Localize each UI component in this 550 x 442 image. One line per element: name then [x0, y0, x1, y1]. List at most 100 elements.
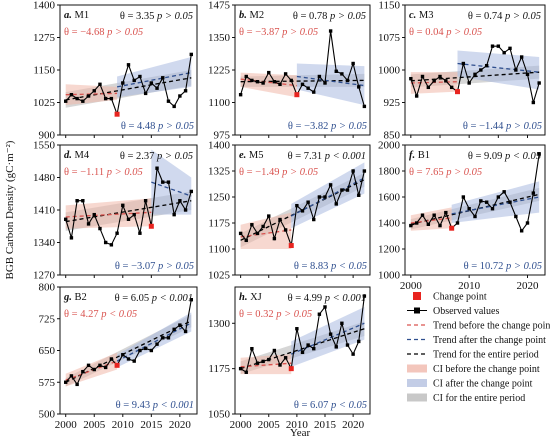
- observed-point: [508, 46, 512, 51]
- ci-after-band: [457, 50, 540, 90]
- observed-point: [121, 353, 125, 357]
- trend-after-line: [116, 71, 192, 88]
- stat-before: θ = −1.11 p > 0.05: [64, 167, 143, 178]
- stat-entire: θ = 3.35 p > 0.05: [120, 11, 193, 22]
- stat-before: θ = −3.87 p > 0.05: [239, 27, 318, 38]
- observed-point: [438, 223, 442, 228]
- stat-after: θ = 8.83 p < 0.05: [294, 261, 367, 272]
- observed-point: [278, 363, 282, 367]
- y-tick-label: 900: [39, 130, 56, 142]
- y-tick-label: 1225: [208, 65, 231, 77]
- observed-point: [172, 327, 176, 332]
- observed-point: [502, 50, 506, 55]
- observed-point: [138, 74, 142, 79]
- y-tick-label: 1200: [378, 244, 401, 256]
- observed-point: [449, 85, 454, 90]
- ci-before-band: [240, 354, 292, 375]
- stat-entire: θ = 6.05 p < 0.001: [115, 293, 193, 304]
- stat-after: θ = 9.43 p < 0.001: [116, 400, 194, 411]
- observed-point: [420, 213, 425, 217]
- observed-point: [161, 336, 165, 340]
- y-tick-label: 1100: [208, 244, 230, 256]
- y-tick-label: 1000: [378, 270, 401, 282]
- panel-label: a. M1: [64, 10, 89, 21]
- observed-point: [109, 357, 114, 361]
- observed-point: [189, 189, 193, 194]
- y-tick-label: 1340: [33, 237, 56, 249]
- y-tick-label: 1800: [378, 166, 401, 178]
- y-tick-label: 850: [384, 130, 401, 142]
- observed-point: [92, 89, 96, 93]
- observed-point: [432, 79, 436, 83]
- observed-point: [109, 243, 114, 247]
- observed-point: [334, 202, 338, 206]
- x-tick-label: 2005: [258, 419, 281, 431]
- observed-point: [244, 238, 248, 243]
- panel-d: 1270 1340 1410 1480 1550 d. M4 θ = 2.37 p > 0.…: [33, 140, 198, 282]
- stat-before: θ = 7.65 p > 0.05: [409, 167, 482, 178]
- observed-point: [189, 52, 193, 57]
- trend-before-line: [65, 360, 118, 381]
- observed-point: [138, 348, 142, 353]
- trend-after-line: [151, 181, 192, 197]
- observed-point: [272, 236, 277, 241]
- ci-after-band: [291, 306, 365, 367]
- stat-after: θ = −3.82 p > 0.05: [288, 121, 367, 132]
- y-tick-label: 1270: [33, 270, 56, 282]
- observed-point: [323, 305, 327, 309]
- observed-point: [261, 81, 265, 85]
- observed-point: [300, 350, 305, 355]
- observed-point: [267, 214, 271, 218]
- observed-point: [132, 78, 136, 83]
- observed-point: [183, 208, 188, 212]
- x-tick-label: 2015: [314, 419, 337, 431]
- observed-point: [272, 348, 277, 353]
- y-tick-label: 1075: [378, 32, 401, 44]
- observed-point: [255, 80, 260, 84]
- ci-after-band: [151, 149, 192, 215]
- y-axis-label: BGB Carbon Density (gC·m⁻²): [4, 140, 16, 279]
- panel-label: f. B1: [409, 150, 430, 161]
- observed-point: [362, 169, 367, 173]
- y-tick-label: 2000: [378, 140, 401, 152]
- y-tick-label: 575: [39, 377, 56, 389]
- observed-point: [64, 217, 68, 221]
- y-tick-label: 1410: [33, 205, 56, 217]
- stat-entire: θ = 0.74 p > 0.05: [468, 11, 541, 22]
- observed-point: [121, 81, 125, 85]
- observed-point: [300, 82, 305, 86]
- legend-label: Observed values: [433, 306, 499, 317]
- observed-point: [525, 221, 530, 225]
- observed-point: [357, 85, 361, 89]
- panel-g: 500 575 650 725 800 2000 2005 2010 2015 2020 g. B2…: [39, 282, 198, 431]
- panel-label: e. M5: [239, 150, 264, 161]
- observed-point: [238, 231, 243, 236]
- observed-point: [132, 359, 136, 363]
- observed-point: [109, 96, 114, 101]
- change-point-marker: [449, 225, 455, 231]
- stat-after: θ = 6.07 p < 0.05: [294, 400, 367, 411]
- y-tick-label: 1025: [33, 97, 56, 109]
- observed-point: [414, 221, 419, 225]
- y-tick-label: 1025: [208, 270, 231, 282]
- observed-point: [306, 86, 310, 90]
- trend-before-line: [65, 211, 152, 218]
- x-tick-label: 2000: [55, 419, 78, 431]
- observed-point: [514, 68, 518, 72]
- stat-entire: θ = 4.99 p < 0.001: [288, 293, 366, 304]
- observed-point: [250, 346, 254, 351]
- panel-h: 1050 1175 1300 2000 2005 2010 2015 2020 h. XJ θ =…: [208, 286, 371, 431]
- trend-after-line: [290, 322, 365, 355]
- observed-point: [183, 329, 188, 334]
- observed-point: [183, 89, 188, 93]
- observed-point: [340, 321, 344, 325]
- observed-point: [283, 356, 288, 360]
- y-tick-label: 1475: [208, 0, 231, 12]
- observed-point: [250, 223, 254, 227]
- observed-point: [98, 226, 102, 231]
- observed-point: [69, 93, 74, 97]
- observed-point: [357, 193, 361, 197]
- observed-point: [295, 327, 299, 331]
- observed-point: [166, 336, 171, 340]
- observed-point: [490, 44, 495, 48]
